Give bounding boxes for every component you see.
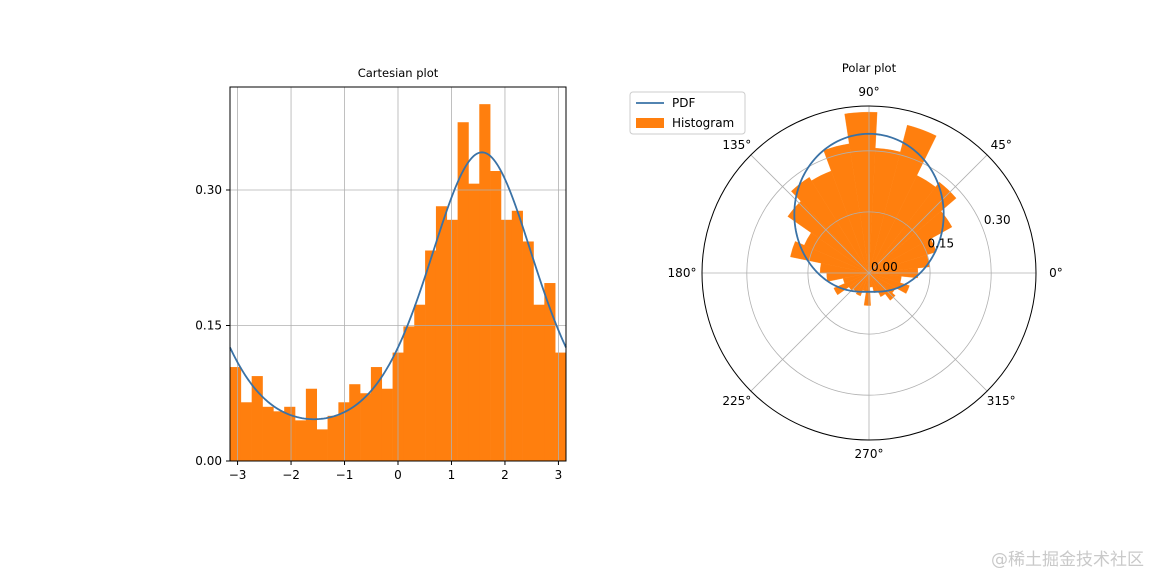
histogram-bar <box>349 384 361 461</box>
angle-tick-label: 90° <box>858 85 879 99</box>
angle-tick-label: 315° <box>987 394 1016 408</box>
polar-histogram-bar <box>855 272 870 297</box>
histogram-bar <box>457 122 469 462</box>
y-tick-label: 0.15 <box>195 318 222 332</box>
radial-tick-label: 0.30 <box>984 213 1011 227</box>
x-tick-label: −2 <box>282 468 300 482</box>
histogram-bar <box>414 304 426 461</box>
cartesian-axes: −3 −2 −1 0 1 2 3 0.00 0.15 0.30 <box>195 86 567 482</box>
histogram-bar <box>425 250 437 461</box>
pdf-line <box>229 151 567 421</box>
histogram-bar <box>468 183 480 461</box>
histogram-bar <box>327 415 339 461</box>
histogram-bar <box>338 402 350 461</box>
histogram-bar <box>273 411 285 461</box>
angle-tick-label: 180° <box>668 266 697 280</box>
histogram-bar <box>381 388 393 461</box>
histogram-bar <box>240 402 252 461</box>
angle-tick-label: 225° <box>722 394 751 408</box>
histogram-bar <box>316 429 328 461</box>
cartesian-title: Cartesian plot <box>358 66 439 80</box>
polar-histogram-bar <box>868 272 910 294</box>
histogram-bar <box>446 219 458 461</box>
watermark: @稀土掘金技术社区 <box>991 550 1144 570</box>
histogram-bar <box>533 304 545 461</box>
polar-histogram-bar <box>790 241 870 274</box>
histogram-bar <box>479 104 491 462</box>
histogram-bar <box>435 206 448 461</box>
histogram-bar <box>490 171 502 461</box>
angular-gridline <box>868 272 988 392</box>
x-tick-label: −3 <box>229 468 247 482</box>
radial-tick-label: 0.15 <box>927 237 954 251</box>
polar-axes: 0° 45° 90° 135° 180° 225° 270° 315° 0.00 0.15 0.30 <box>668 85 1063 461</box>
histogram-bar <box>305 388 318 461</box>
polar-frame <box>701 105 1037 441</box>
histogram-bar <box>360 393 372 461</box>
histogram-bar <box>403 326 415 461</box>
histogram-bar <box>251 376 263 461</box>
histogram-bar <box>230 367 242 461</box>
histogram-bar <box>555 352 567 461</box>
x-tick-label: 0 <box>394 468 402 482</box>
histogram-bar <box>284 406 296 461</box>
histogram-bar <box>544 283 556 461</box>
legend-histogram-label: Histogram <box>672 116 734 130</box>
x-tick-label: 3 <box>555 468 563 482</box>
legend: PDF Histogram <box>629 91 746 135</box>
histogram-bar <box>522 241 534 461</box>
angle-tick-label: 270° <box>855 447 884 461</box>
angular-gridline <box>750 272 870 392</box>
histogram-bar <box>262 406 274 461</box>
angle-tick-label: 0° <box>1049 266 1063 280</box>
polar-title: Polar plot <box>842 61 897 75</box>
x-tick-label: 2 <box>501 468 509 482</box>
legend-histogram-patch <box>636 118 664 128</box>
histogram-bar <box>511 210 523 461</box>
angular-gridline <box>750 154 870 274</box>
legend-pdf-label: PDF <box>672 96 695 110</box>
angle-tick-label: 135° <box>722 138 751 152</box>
y-tick-label: 0.00 <box>195 454 222 468</box>
polar-pdf-line <box>793 132 945 293</box>
y-tick-label: 0.30 <box>195 183 222 197</box>
x-tick-label: 1 <box>448 468 456 482</box>
histogram-bar <box>500 219 513 461</box>
angle-tick-label: 45° <box>991 138 1012 152</box>
polar-histogram-bar <box>868 181 957 274</box>
radial-tick-label: 0.00 <box>871 260 898 274</box>
angular-gridline <box>868 154 988 274</box>
histogram-bar <box>370 367 383 461</box>
x-tick-label: −1 <box>336 468 354 482</box>
cartesian-frame <box>229 86 567 462</box>
histogram-bar <box>295 420 307 461</box>
